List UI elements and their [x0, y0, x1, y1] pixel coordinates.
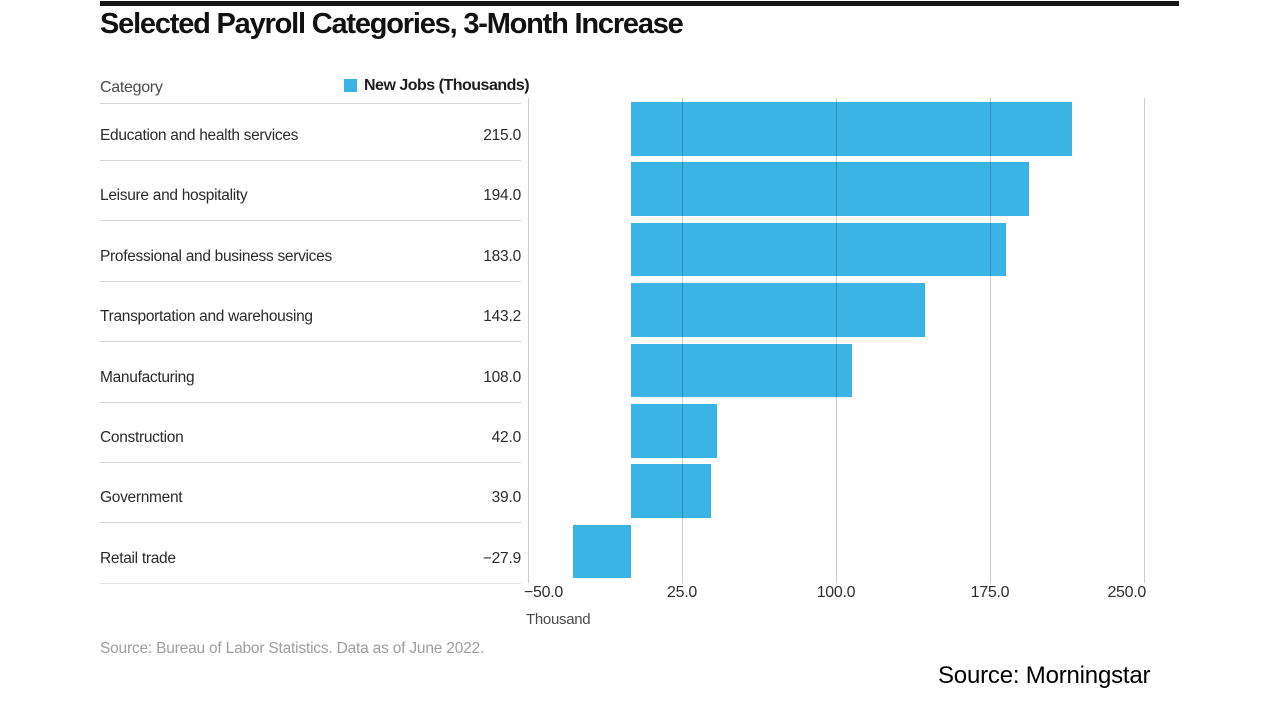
x-tick-label: 25.0 [667, 584, 697, 601]
row-separator [100, 160, 521, 161]
row-separator [100, 401, 521, 403]
x-tick-label: −50.0 [524, 584, 563, 601]
bar [630, 464, 711, 518]
x-tick-label: 250.0 [1107, 584, 1146, 601]
category-label: Construction [100, 429, 184, 446]
bar [573, 524, 631, 579]
row-separator [100, 220, 521, 222]
legend-label: New Jobs (Thousands) [364, 76, 530, 94]
gridline [528, 98, 530, 583]
category-value: 215.0 [483, 127, 521, 144]
category-value: −27.9 [482, 549, 521, 567]
category-value: 39.0 [491, 489, 522, 507]
x-tick-label: 175.0 [970, 584, 1010, 601]
bar [630, 404, 717, 458]
attribution-text: Source: Morningstar [938, 662, 1151, 689]
row-separator [100, 280, 521, 282]
category-label: Transportation and warehousing [100, 308, 313, 326]
bar [630, 283, 925, 337]
source-note: Source: Bureau of Labor Statistics. Data… [100, 640, 485, 657]
category-value: 108.0 [483, 368, 521, 386]
category-label: Leisure and hospitality [100, 187, 248, 205]
category-label: Manufacturing [100, 368, 195, 386]
header-separator [100, 103, 521, 104]
category-value: 143.2 [483, 308, 521, 326]
category-column-header: Category [100, 79, 163, 96]
legend: New Jobs (Thousands) [344, 76, 530, 94]
gridline [1143, 98, 1145, 583]
gridline [835, 98, 837, 583]
row-separator [100, 582, 521, 584]
gridline [682, 98, 684, 583]
category-label: Education and health services [100, 127, 299, 144]
row-separator [100, 341, 521, 343]
category-value: 42.0 [491, 429, 522, 446]
x-axis-unit-label: Thousand [526, 611, 591, 628]
bar [630, 102, 1073, 156]
bar [630, 162, 1029, 216]
category-label: Retail trade [100, 549, 176, 567]
bar [630, 222, 1007, 277]
bar [630, 343, 853, 398]
top-rule [100, 1, 1179, 6]
category-label: Government [100, 489, 183, 507]
category-label: Professional and business services [100, 247, 332, 265]
legend-swatch-icon [344, 79, 357, 92]
row-separator [100, 462, 521, 463]
chart-title: Selected Payroll Categories, 3-Month Inc… [100, 8, 684, 40]
gridline [989, 98, 991, 583]
x-tick-label: 100.0 [816, 584, 856, 601]
category-value: 183.0 [483, 247, 521, 265]
row-separator [100, 522, 521, 524]
category-value: 194.0 [483, 187, 521, 205]
